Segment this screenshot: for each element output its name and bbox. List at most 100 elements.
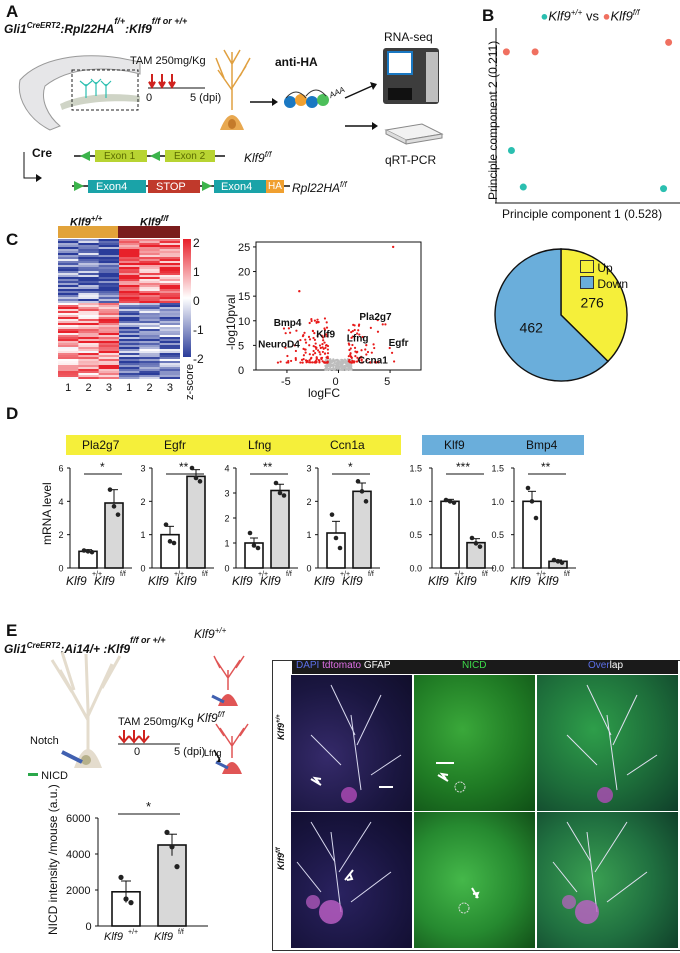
mic-row2-sup: f/f: [276, 847, 282, 853]
heatmap-cell: [78, 361, 99, 364]
heatmap-cell: [98, 273, 120, 276]
heat-wt-sup: +/+: [90, 214, 103, 223]
heatmap-cell: [159, 263, 180, 266]
tile-wt-overlap: [537, 675, 678, 811]
heat-col-label: 2: [85, 382, 92, 394]
nicd-xlabel-ko: Klf9: [154, 931, 173, 940]
heatmap-cell: [159, 253, 180, 256]
mrna-point: [189, 465, 195, 471]
mrna-xlabel-ko-sup: f/f: [564, 571, 570, 578]
heatmap-cell: [159, 289, 180, 292]
volcano-point-sig: [369, 361, 372, 364]
mrna-ytick-label: 3: [307, 464, 312, 474]
heatmap-cell: [58, 295, 79, 298]
heatmap-cell: [119, 343, 140, 346]
heatmap-cell: [159, 261, 180, 264]
klf9-ff-text: Klf9: [244, 151, 265, 165]
heatmap-cell: [78, 247, 99, 250]
heatmap-cell: [159, 371, 180, 374]
heatmap-cell: [58, 265, 79, 268]
mrna-ytick-label: 1.0: [492, 497, 505, 507]
volcano-point-ns: [336, 365, 339, 368]
pcr-plate-icon: [384, 123, 444, 145]
volcano-point-sig: [293, 344, 296, 347]
volcano-point-sig: [318, 344, 322, 347]
genotype-gli1: Gli1: [4, 22, 27, 36]
volcano-point-sig: [304, 338, 307, 341]
wt-red-cell: [211, 655, 245, 706]
mrna-point: [111, 504, 117, 509]
heatmap-cell: [119, 243, 140, 246]
heatmap-cell: [78, 313, 99, 316]
volcano-xlabel: logFC: [308, 386, 341, 400]
exon2-box: [165, 150, 215, 162]
heatmap-cell: [119, 297, 140, 300]
heatmap-cell: [58, 343, 79, 346]
heatmap-cell: [98, 301, 120, 304]
heatmap-cell: [139, 321, 160, 324]
volcano-point-sig: [391, 245, 395, 249]
heatmap-cell: [58, 327, 79, 330]
tam-label-e: TAM 250mg/Kg: [118, 716, 194, 728]
mrna-xlabel-ko: Klf9: [342, 574, 363, 588]
heatmap-cell: [159, 357, 180, 360]
mrna-point: [251, 543, 257, 548]
heatmap-cell: [78, 251, 99, 254]
heatmap-cell: [159, 327, 180, 330]
heatmap-cell: [58, 333, 79, 336]
heatmap-cell: [98, 353, 120, 356]
mrna-ytick-label: 1.5: [492, 464, 505, 474]
heatmap-cell: [159, 375, 180, 378]
heatmap-cell: [58, 375, 79, 378]
volcano-point-sig: [325, 326, 329, 329]
heatmap-cell: [139, 239, 160, 242]
heatmap-cell: [58, 339, 79, 342]
heatmap-cell: [58, 357, 79, 360]
header-dapi: DAPI: [296, 660, 320, 671]
heatmap-cell: [58, 299, 79, 302]
heatmap-cell: [58, 261, 79, 264]
mrna-point: [329, 512, 335, 517]
mrna-point: [107, 487, 113, 492]
volcano-point-sig: [366, 350, 370, 354]
mrna-point: [359, 489, 365, 494]
heatmap-cell: [78, 269, 99, 272]
heat-col-label: 2: [146, 382, 153, 394]
heatmap-cell: [119, 353, 140, 356]
heatmap-cell: [78, 375, 99, 378]
volcano-point-sig: [312, 349, 315, 353]
heatmap-cell: [139, 375, 160, 378]
mrna-xlabel-ko-sup: f/f: [120, 571, 126, 578]
heatmap-cell: [78, 279, 99, 282]
volcano-point-sig: [350, 331, 353, 334]
heatmap-cell: [78, 287, 99, 290]
heatmap-cell: [98, 243, 120, 246]
heat-col-label: 1: [126, 382, 133, 394]
heatmap-cell: [78, 333, 99, 336]
heatmap-cell: [98, 329, 120, 332]
volcano-point-sig: [308, 359, 311, 362]
volcano-ytick-label: 10: [238, 316, 250, 328]
volcano-point-sig: [313, 319, 317, 322]
heatmap-cell: [159, 297, 180, 300]
heatmap-cell: [98, 281, 120, 284]
heatmap-cell: [78, 271, 99, 274]
nicd-ytick-label: 0: [86, 921, 92, 933]
heatmap-cell: [78, 281, 99, 284]
heatmap-cell: [119, 327, 140, 330]
heatmap-cell: [139, 245, 160, 248]
volcano-point-sig: [347, 342, 350, 345]
heatmap-cell: [98, 365, 120, 368]
legend-ko-text: Klf9: [610, 8, 633, 24]
mrna-bar: [440, 500, 460, 569]
heatmap-cell: [78, 257, 99, 260]
volcano-point-sig: [321, 350, 324, 354]
heatmap-cell: [98, 339, 120, 342]
volcano-xtick-label: 5: [384, 376, 390, 386]
volcano-point-sig: [373, 346, 376, 350]
heatmap-cell: [119, 241, 140, 244]
heatmap-cell: [159, 255, 180, 258]
heatmap-cell: [119, 361, 140, 364]
nicd-ytick-label: 6000: [66, 813, 90, 825]
heatmap-cell: [78, 373, 99, 376]
